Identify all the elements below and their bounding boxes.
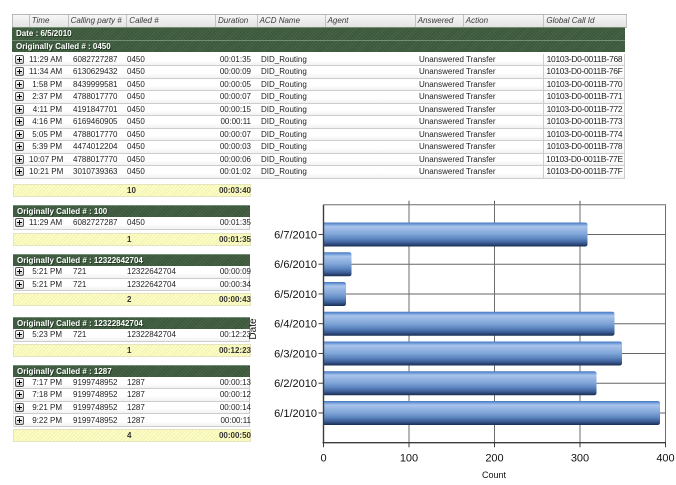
svg-text:100: 100 bbox=[400, 453, 418, 465]
svg-text:300: 300 bbox=[571, 453, 589, 465]
svg-text:0: 0 bbox=[320, 453, 326, 465]
svg-text:200: 200 bbox=[485, 453, 503, 465]
svg-text:6/3/2010: 6/3/2010 bbox=[274, 348, 317, 360]
svg-text:400: 400 bbox=[656, 453, 674, 465]
svg-text:Count: Count bbox=[482, 470, 507, 480]
svg-text:6/1/2010: 6/1/2010 bbox=[274, 408, 317, 420]
svg-text:6/2/2010: 6/2/2010 bbox=[274, 378, 317, 390]
svg-text:Date: Date bbox=[248, 318, 259, 340]
svg-text:6/6/2010: 6/6/2010 bbox=[274, 259, 317, 271]
svg-text:6/5/2010: 6/5/2010 bbox=[274, 289, 317, 301]
svg-text:6/7/2010: 6/7/2010 bbox=[274, 229, 317, 241]
svg-text:6/4/2010: 6/4/2010 bbox=[274, 319, 317, 331]
